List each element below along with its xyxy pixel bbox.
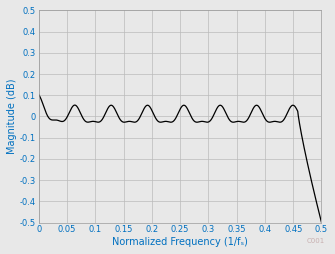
X-axis label: Normalized Frequency (1/fₛ): Normalized Frequency (1/fₛ) — [112, 237, 248, 247]
Y-axis label: Magnitude (dB): Magnitude (dB) — [7, 79, 17, 154]
Text: C001: C001 — [307, 238, 325, 244]
